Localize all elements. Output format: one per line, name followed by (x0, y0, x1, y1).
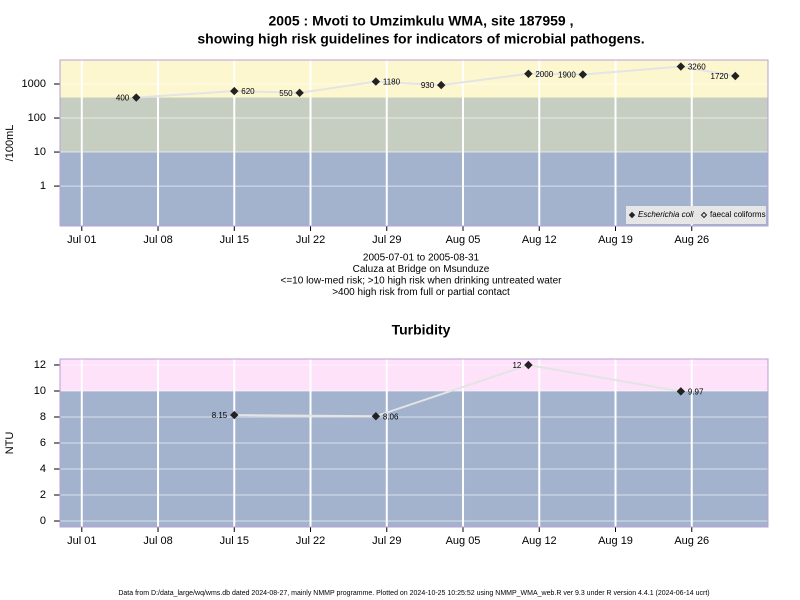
legend-box (626, 206, 766, 224)
data-label: 620 (241, 87, 255, 96)
data-label: 550 (279, 89, 293, 98)
data-point (676, 387, 686, 396)
plot-border (59, 59, 769, 227)
y-axis-label: NTU (4, 432, 16, 455)
series-line (234, 363, 682, 418)
legend-label: Escherichia coli (638, 210, 694, 219)
data-point (371, 412, 381, 421)
x-tick-label: Aug 12 (522, 535, 557, 547)
y-tick-label: 1 (40, 180, 46, 192)
risk-band (60, 359, 768, 391)
data-point (578, 70, 588, 79)
data-label: 400 (116, 94, 130, 103)
data-point (524, 69, 533, 78)
data-point (731, 71, 740, 81)
x-tick-label: Aug 26 (674, 535, 709, 547)
y-tick-label: 100 (28, 112, 46, 124)
y-tick-label: 8 (40, 411, 46, 423)
data-point (295, 88, 304, 98)
y-tick-label: 10 (34, 385, 46, 397)
data-point (230, 410, 239, 420)
data-point (524, 360, 533, 370)
x-tick-label: Jul 22 (296, 234, 325, 246)
plot-border (59, 358, 769, 528)
legend-label: faecal coliforms (710, 210, 766, 219)
x-tick-label: Jul 15 (220, 535, 249, 547)
data-point (230, 86, 239, 96)
x-tick-label: Jul 29 (372, 535, 401, 547)
y-tick-label: 4 (40, 463, 46, 475)
data-label: 9.97 (688, 387, 704, 396)
chart-title: Turbidity (392, 322, 451, 338)
note: >400 high risk from full or partial cont… (332, 287, 510, 298)
y-tick-label: 1000 (22, 78, 46, 90)
data-label: 3260 (688, 63, 706, 72)
y-tick-label: 10 (34, 146, 46, 158)
data-label: 1180 (383, 78, 401, 87)
legend-marker (628, 211, 636, 219)
x-tick-label: Aug 19 (598, 234, 633, 246)
x-tick-label: Aug 05 (446, 234, 481, 246)
note: Caluza at Bridge on Msunduze (353, 264, 490, 275)
y-tick-label: 12 (34, 359, 46, 371)
x-tick-label: Jul 15 (220, 234, 249, 246)
data-point (371, 77, 381, 86)
x-tick-label: Jul 01 (67, 535, 96, 547)
data-label: 2000 (535, 70, 553, 79)
risk-band (60, 60, 768, 98)
x-tick-label: Aug 19 (598, 535, 633, 547)
x-tick-label: Aug 12 (522, 234, 557, 246)
x-tick-label: Jul 08 (143, 535, 172, 547)
legend-marker (700, 211, 708, 219)
x-tick-label: Jul 22 (296, 535, 325, 547)
x-tick-label: Jul 08 (143, 234, 172, 246)
data-label: 1900 (558, 71, 576, 80)
y-tick-label: 6 (40, 437, 46, 449)
x-tick-label: Jul 01 (67, 234, 96, 246)
footer: Data from D:/data_large/wq/wms.db dated … (118, 590, 709, 597)
y-tick-label: 0 (40, 515, 46, 527)
data-label: 1720 (711, 72, 729, 81)
y-axis-label: /100mL (4, 125, 16, 162)
note: 2005-07-01 to 2005-08-31 (363, 253, 480, 264)
data-label: 12 (512, 361, 521, 370)
data-point (132, 93, 141, 102)
y-tick-label: 2 (40, 489, 46, 501)
data-point (437, 80, 446, 90)
data-point (676, 62, 686, 71)
note: <=10 low-med risk; >10 high risk when dr… (281, 276, 563, 287)
x-tick-label: Aug 05 (446, 535, 481, 547)
x-tick-label: Aug 26 (674, 234, 709, 246)
chart-title: showing high risk guidelines for indicat… (197, 31, 644, 47)
x-tick-label: Jul 29 (372, 234, 401, 246)
data-label: 930 (421, 81, 435, 90)
data-label: 8.06 (383, 412, 399, 421)
chart-title: 2005 : Mvoti to Umzimkulu WMA, site 1879… (269, 13, 574, 29)
data-label: 8.15 (212, 411, 228, 420)
